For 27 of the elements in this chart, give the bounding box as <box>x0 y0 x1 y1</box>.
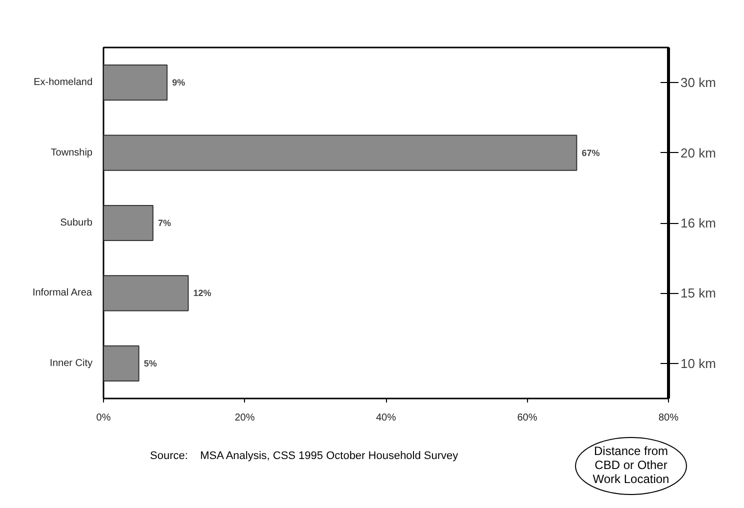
data-label: 67% <box>582 148 600 158</box>
text: 30 km <box>680 75 716 90</box>
text: Distance from CBD or Other Work Location <box>592 444 670 486</box>
y-tick-label: Ex-homeland <box>34 77 92 88</box>
text: 16 km <box>680 216 716 230</box>
y-tick-label: Inner City <box>50 358 93 369</box>
x-tick-label: 0% <box>96 412 111 424</box>
data-label: 5% <box>144 358 157 368</box>
y-tick-label: Township <box>50 147 93 158</box>
bar <box>104 275 189 312</box>
bar <box>104 204 154 242</box>
text: 10 km <box>680 356 716 371</box>
y-tick-label: Suburb <box>60 218 93 228</box>
x-tick-label: 60% <box>517 412 538 424</box>
bar <box>104 64 168 101</box>
data-label: 7% <box>158 218 171 228</box>
data-label: 9% <box>172 78 186 88</box>
bar <box>104 345 140 382</box>
x-tick-label: 80% <box>658 412 679 424</box>
y-tick-label: Informal Area <box>32 288 92 299</box>
bar <box>104 134 578 171</box>
x-tick-label: 40% <box>376 412 396 424</box>
x-tick-label: 20% <box>234 412 255 424</box>
source-note: Source: MSA Analysis, CSS 1995 October Household Survey <box>150 449 458 464</box>
text: 15 km <box>680 286 716 301</box>
text: 20 km <box>680 145 716 160</box>
data-label: 12% <box>193 288 212 298</box>
